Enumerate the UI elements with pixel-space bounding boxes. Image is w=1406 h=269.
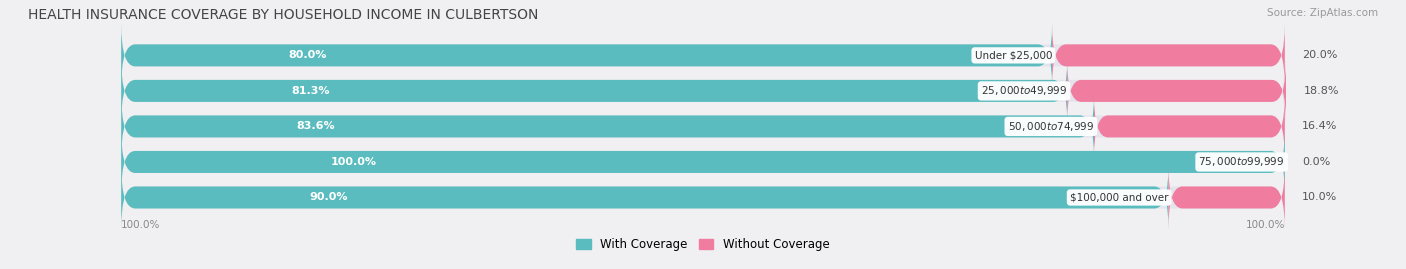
Text: Source: ZipAtlas.com: Source: ZipAtlas.com xyxy=(1267,8,1378,18)
FancyBboxPatch shape xyxy=(121,130,1285,194)
Text: 20.0%: 20.0% xyxy=(1302,50,1337,60)
Text: 0.0%: 0.0% xyxy=(1302,157,1330,167)
FancyBboxPatch shape xyxy=(1094,95,1285,158)
FancyBboxPatch shape xyxy=(121,166,1285,229)
Text: $100,000 and over: $100,000 and over xyxy=(1070,193,1168,203)
Text: 100.0%: 100.0% xyxy=(330,157,377,167)
Text: 81.3%: 81.3% xyxy=(291,86,330,96)
FancyBboxPatch shape xyxy=(121,166,1168,229)
Text: 90.0%: 90.0% xyxy=(309,193,349,203)
FancyBboxPatch shape xyxy=(121,95,1094,158)
FancyBboxPatch shape xyxy=(121,24,1052,87)
FancyBboxPatch shape xyxy=(121,59,1067,122)
Text: $25,000 to $49,999: $25,000 to $49,999 xyxy=(981,84,1067,97)
FancyBboxPatch shape xyxy=(1052,24,1285,87)
Text: $75,000 to $99,999: $75,000 to $99,999 xyxy=(1198,155,1285,168)
Text: 100.0%: 100.0% xyxy=(1246,220,1285,229)
Text: 18.8%: 18.8% xyxy=(1303,86,1339,96)
Text: HEALTH INSURANCE COVERAGE BY HOUSEHOLD INCOME IN CULBERTSON: HEALTH INSURANCE COVERAGE BY HOUSEHOLD I… xyxy=(28,8,538,22)
Text: $50,000 to $74,999: $50,000 to $74,999 xyxy=(1008,120,1094,133)
Text: 10.0%: 10.0% xyxy=(1302,193,1337,203)
Text: Under $25,000: Under $25,000 xyxy=(974,50,1052,60)
Text: 83.6%: 83.6% xyxy=(297,121,335,132)
Legend: With Coverage, Without Coverage: With Coverage, Without Coverage xyxy=(572,234,834,256)
FancyBboxPatch shape xyxy=(121,59,1285,122)
Text: 100.0%: 100.0% xyxy=(121,220,160,229)
FancyBboxPatch shape xyxy=(121,130,1285,194)
FancyBboxPatch shape xyxy=(1168,166,1285,229)
FancyBboxPatch shape xyxy=(121,24,1285,87)
FancyBboxPatch shape xyxy=(121,95,1285,158)
FancyBboxPatch shape xyxy=(1067,59,1286,122)
Text: 16.4%: 16.4% xyxy=(1302,121,1337,132)
Text: 80.0%: 80.0% xyxy=(288,50,328,60)
